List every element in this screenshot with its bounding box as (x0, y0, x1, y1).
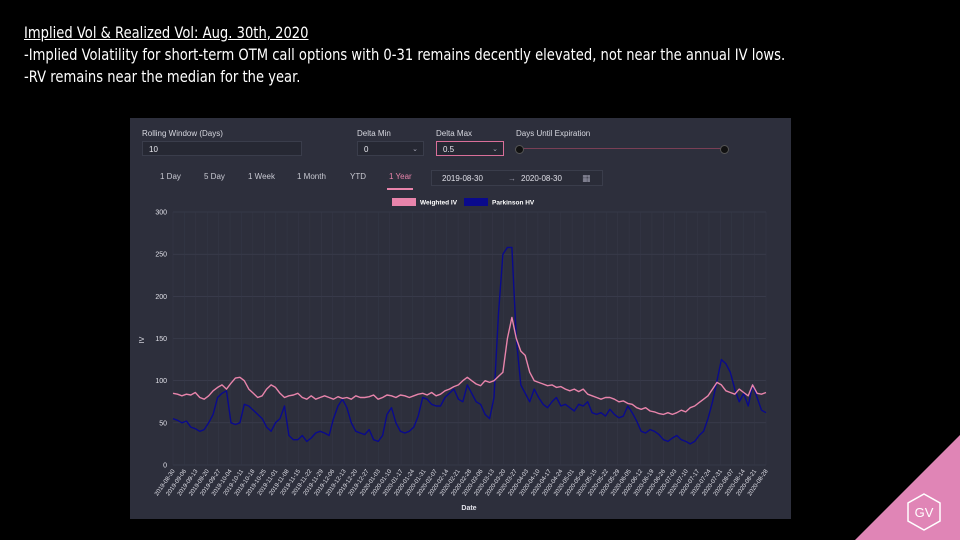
slide-title: Implied Vol & Realized Vol: Aug. 30th, 2… (24, 23, 309, 42)
active-tab-indicator (387, 188, 413, 190)
y-tick-label: 100 (155, 378, 167, 385)
chart-grid (172, 211, 767, 466)
delta-min-label: Delta Min (357, 129, 391, 138)
y-tick-label: 50 (159, 420, 167, 427)
volatility-chart: 0 50 100 150 200 250 300 2019-08-302019-09-062… (139, 198, 770, 512)
tab-1-day[interactable]: 1 Day (160, 172, 181, 181)
delta-max-label: Delta Max (436, 129, 473, 138)
corner-accent (855, 435, 960, 540)
slider-handle-max[interactable] (720, 145, 729, 154)
x-axis-label: Date (461, 505, 476, 512)
y-axis-ticks: 0 50 100 150 200 250 300 (155, 210, 167, 470)
legend-label: Parkinson HV (492, 200, 535, 207)
y-tick-label: 300 (155, 210, 167, 217)
chevron-down-icon: ⌄ (492, 146, 498, 153)
days-until-expiration-label: Days Until Expiration (516, 129, 591, 138)
rolling-window-input[interactable]: 10 (142, 141, 302, 156)
chevron-down-icon: ⌄ (412, 146, 418, 153)
slide-bullet-2: -RV remains near the median for the year… (24, 67, 301, 86)
tab-1-week[interactable]: 1 Week (248, 172, 275, 181)
series-line-parkinson-hv (172, 246, 767, 445)
legend-swatch (464, 198, 488, 206)
x-axis-ticks: 2019-08-302019-09-062019-09-132019-09-20… (154, 468, 770, 497)
slide-text: Implied Vol & Realized Vol: Aug. 30th, 2… (24, 22, 924, 88)
delta-min-select[interactable]: 0 ⌄ (357, 141, 424, 156)
slide-bullet-1: -Implied Volatility for short-term OTM c… (24, 45, 786, 64)
tab-5-day[interactable]: 5 Day (204, 172, 225, 181)
rolling-window-label: Rolling Window (Days) (142, 129, 223, 138)
calendar-icon: ▦ (582, 173, 591, 183)
y-tick-label: 150 (155, 336, 167, 343)
date-start: 2019-08-30 (442, 174, 483, 183)
chart-lines (172, 246, 767, 445)
hexagon-icon (907, 493, 941, 531)
y-axis-label: IV (139, 336, 146, 343)
delta-max-value: 0.5 (443, 145, 455, 154)
date-end: 2020-08-30 (521, 174, 562, 183)
delta-min-value: 0 (364, 145, 369, 154)
chart-legend: Weighted IV Parkinson HV (392, 198, 535, 207)
legend-swatch (392, 198, 416, 206)
delta-max-select[interactable]: 0.5 ⌄ (436, 141, 504, 156)
y-tick-label: 250 (155, 252, 167, 259)
y-tick-label: 0 (163, 463, 167, 470)
days-until-expiration-slider[interactable] (518, 148, 724, 149)
date-range-picker[interactable]: 2019-08-30 → 2020-08-30 ▦ (431, 170, 603, 186)
gv-logo: GV (907, 493, 941, 531)
y-tick-label: 200 (155, 294, 167, 301)
tab-1-year[interactable]: 1 Year (389, 172, 412, 181)
legend-label: Weighted IV (420, 200, 458, 207)
series-line-weighted-iv (172, 316, 767, 416)
slider-handle-min[interactable] (515, 145, 524, 154)
arrow-right-icon: → (508, 174, 516, 183)
logo-text: GV (915, 505, 934, 520)
tab-ytd[interactable]: YTD (350, 172, 366, 181)
tab-1-month[interactable]: 1 Month (297, 172, 326, 181)
